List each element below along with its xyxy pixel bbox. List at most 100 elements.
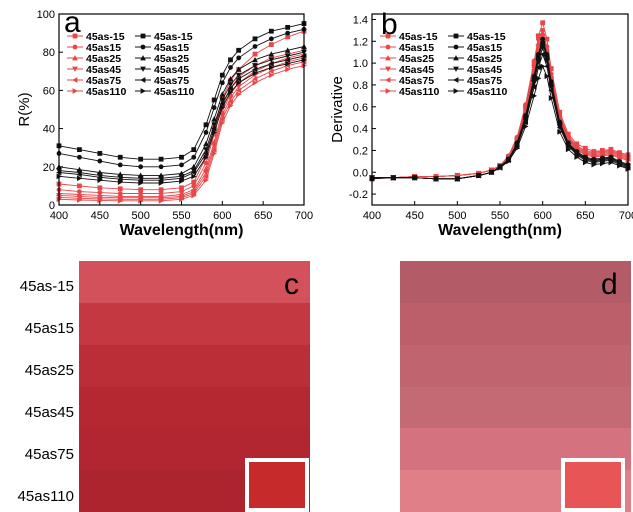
legend-label: 45as-15 xyxy=(86,31,125,43)
legend-marker xyxy=(453,88,459,94)
legend-item: 45as110 xyxy=(67,86,126,98)
legend-item: 45as110 xyxy=(448,86,507,98)
data-point xyxy=(138,187,144,193)
legend-marker xyxy=(140,77,146,83)
data-point xyxy=(227,82,234,88)
data-point xyxy=(497,164,503,171)
fabric-sample-inset xyxy=(561,458,625,512)
legend-label: 45as15 xyxy=(467,42,502,54)
data-point xyxy=(556,122,563,129)
color-swatch-strip xyxy=(400,386,631,429)
y-tick-label: 80 xyxy=(43,47,55,59)
data-point xyxy=(76,170,83,176)
legend-item: 45as45 xyxy=(380,64,434,76)
data-point xyxy=(228,102,234,109)
data-point xyxy=(178,173,185,180)
legend-item: 45as75 xyxy=(67,75,121,87)
legend-item: 45as25 xyxy=(135,53,189,65)
y-tick-label: 100 xyxy=(37,9,55,21)
legend-item: 45as15 xyxy=(67,42,121,54)
data-point xyxy=(522,117,529,123)
legend-label: 45as25 xyxy=(86,53,121,65)
legend-marker xyxy=(140,55,146,61)
x-tick-label: 450 xyxy=(91,210,109,222)
legend-item: 45as110 xyxy=(135,86,194,98)
data-point xyxy=(523,123,529,130)
legend-label: 45as15 xyxy=(154,42,189,54)
x-tick-label: 600 xyxy=(533,210,551,222)
data-point xyxy=(179,154,184,160)
y-axis-label: Derivative xyxy=(329,76,346,143)
y-tick-label: 0.2 xyxy=(353,145,368,157)
data-point xyxy=(617,162,623,169)
data-point xyxy=(96,172,103,179)
x-tick-label: 450 xyxy=(405,210,423,222)
x-tick-label: 500 xyxy=(131,210,149,222)
data-point xyxy=(544,73,550,80)
row-label: 45as45 xyxy=(24,404,74,421)
y-axis-label: R(%) xyxy=(16,92,33,126)
data-point xyxy=(235,84,242,90)
data-point xyxy=(536,75,542,82)
data-point xyxy=(158,197,164,204)
data-point xyxy=(138,180,144,186)
x-tick-label: 700 xyxy=(619,210,633,222)
data-point xyxy=(540,63,546,70)
data-point xyxy=(268,57,275,63)
data-point xyxy=(179,196,185,203)
data-point xyxy=(190,189,197,195)
legend-label: 45as75 xyxy=(154,75,189,87)
series-line-group xyxy=(56,62,307,204)
data-point xyxy=(574,154,580,160)
legend-label: 45as75 xyxy=(399,75,434,87)
data-point xyxy=(179,178,185,185)
data-point xyxy=(191,154,197,160)
data-point xyxy=(117,174,124,181)
row-label: 45as-15 xyxy=(19,278,74,295)
data-point xyxy=(219,80,225,86)
x-tick-label: 650 xyxy=(254,210,272,222)
legend-label: 45as-15 xyxy=(154,31,193,43)
legend-marker xyxy=(385,77,391,83)
data-point xyxy=(219,72,225,78)
color-swatch-strip xyxy=(400,302,631,346)
legend-item: 45as75 xyxy=(448,75,502,87)
legend-marker xyxy=(385,44,391,50)
panel-letter-c: c xyxy=(284,268,299,301)
data-point xyxy=(535,59,542,65)
legend-item: 45as25 xyxy=(67,53,121,65)
data-point xyxy=(219,112,226,119)
series-line-group xyxy=(56,56,307,186)
data-point xyxy=(178,175,184,182)
x-tick-label: 550 xyxy=(172,210,190,222)
data-point xyxy=(158,164,164,170)
x-tick-label: 550 xyxy=(491,210,509,222)
data-point xyxy=(252,51,258,57)
data-point xyxy=(219,119,226,126)
y-tick-label: 1.2 xyxy=(353,36,368,48)
legend-marker xyxy=(453,66,459,72)
data-point xyxy=(556,124,563,131)
data-point xyxy=(137,175,144,182)
color-swatch-strip xyxy=(79,386,310,429)
data-point xyxy=(548,66,554,71)
data-point xyxy=(227,76,234,82)
data-point xyxy=(138,164,144,170)
legend-marker xyxy=(140,66,146,72)
color-swatch-strip xyxy=(400,344,631,387)
data-point xyxy=(117,179,124,185)
data-point xyxy=(203,177,209,184)
chart-panel-a: 400 450 500 550 600 650 700 0 20 40 60 80 100 Wavelen… xyxy=(16,9,313,239)
chart-panel-b: 400 450 500 550 600 650 700 -0.2 0.0 0.2 0.4 0.6 0.8… xyxy=(329,13,633,239)
series-line-group xyxy=(369,63,631,182)
legend-item: 45as45 xyxy=(135,64,189,76)
data-point xyxy=(531,68,538,75)
data-point xyxy=(191,192,197,199)
data-point xyxy=(219,91,226,97)
data-point xyxy=(235,72,242,79)
legend-label: 45as75 xyxy=(467,75,502,87)
data-point xyxy=(227,85,233,92)
data-point xyxy=(548,87,554,94)
data-point xyxy=(236,55,242,61)
data-point xyxy=(191,179,197,185)
